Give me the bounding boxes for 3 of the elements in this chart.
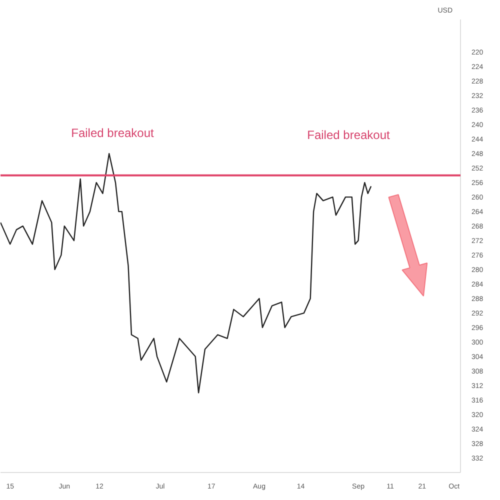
- line-series: [0, 152, 372, 394]
- annotation: Failed breakout: [307, 128, 391, 142]
- annotation: Failed breakout: [71, 126, 155, 140]
